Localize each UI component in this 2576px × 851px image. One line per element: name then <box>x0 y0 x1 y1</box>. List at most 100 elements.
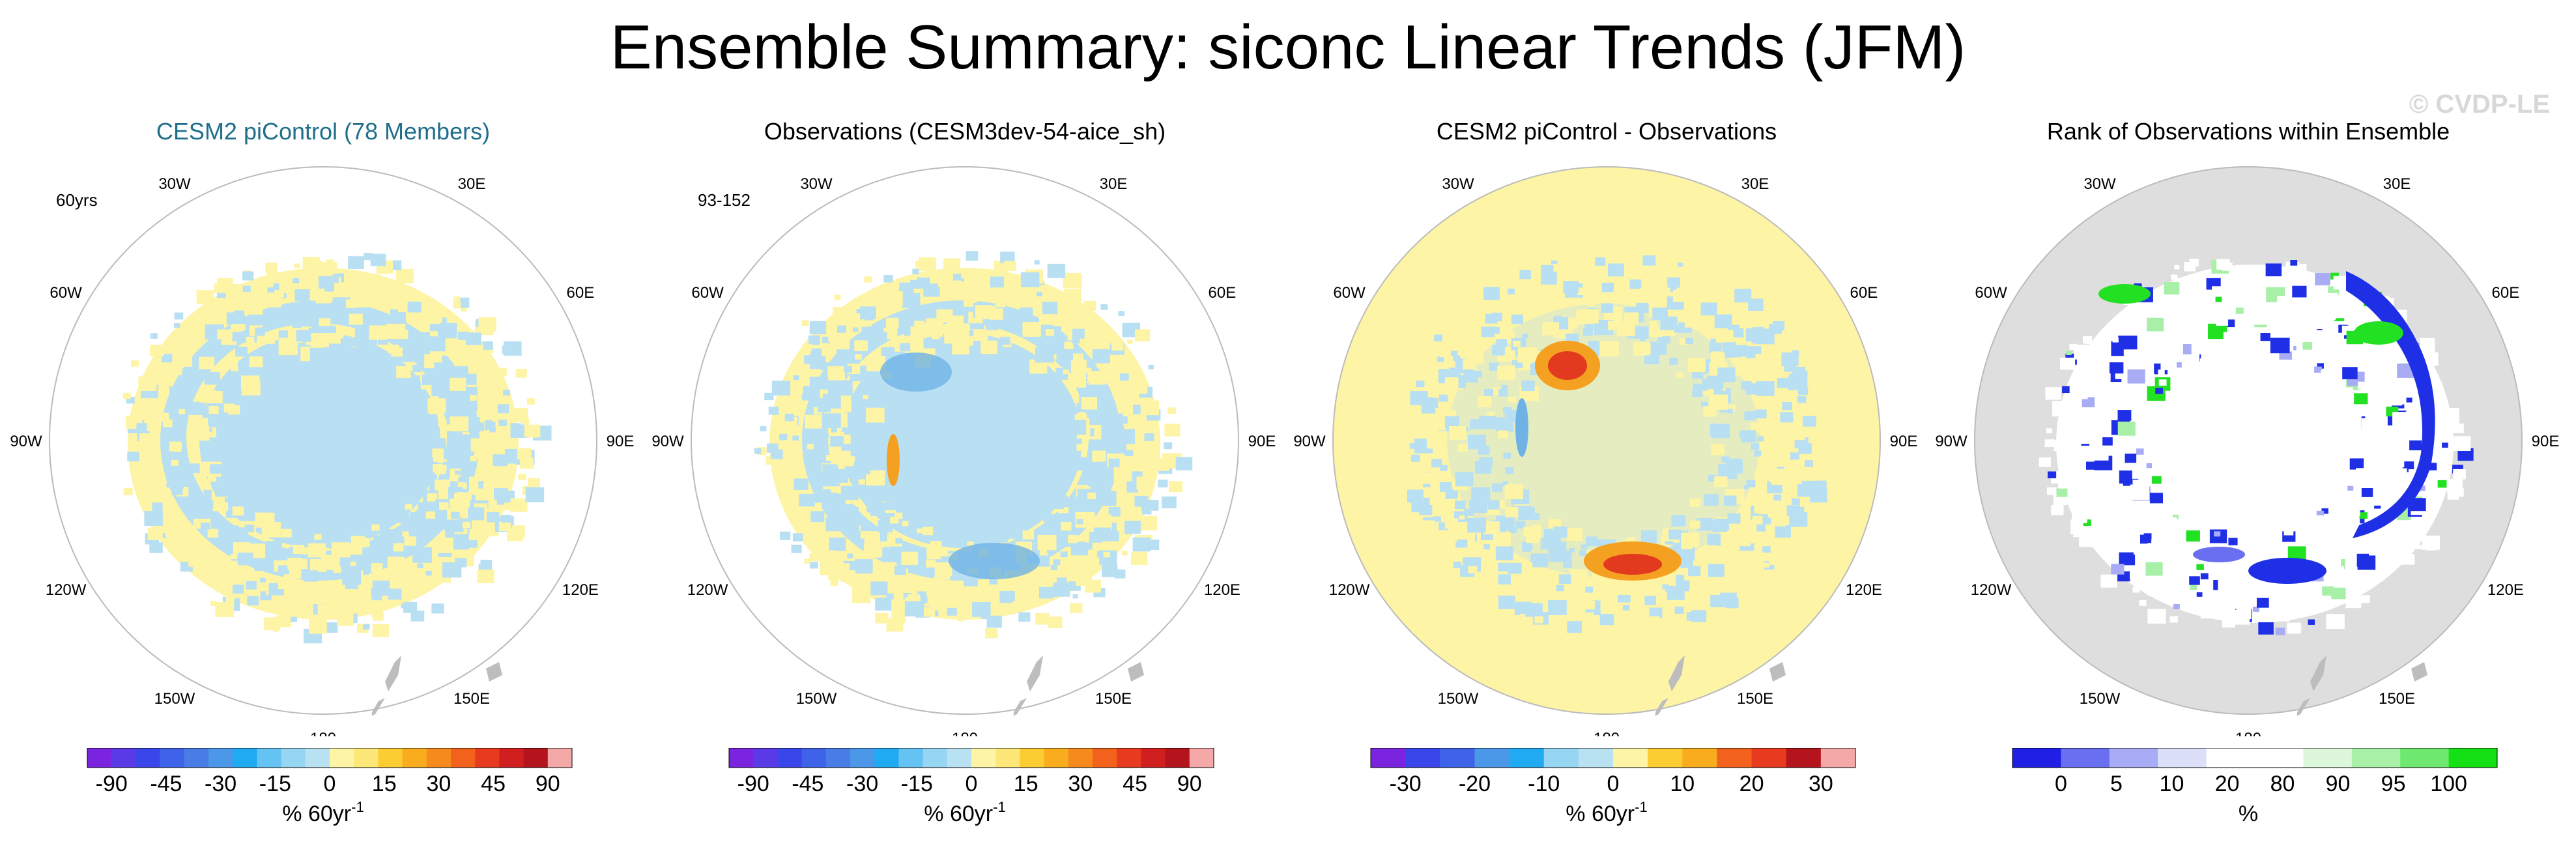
lon-label: 30W <box>158 175 191 193</box>
colorbar-units: % <box>2239 801 2258 826</box>
lon-label: 90E <box>1248 433 1276 450</box>
colorbar-swatch <box>257 748 282 768</box>
colorbar-swatch <box>281 748 306 768</box>
colorbar-tick: 20 <box>2215 772 2240 796</box>
colorbar-swatch <box>995 748 1020 768</box>
colorbar-swatch <box>330 748 354 768</box>
lon-label: 90W <box>1293 433 1326 450</box>
colorbar-swatch <box>87 748 112 768</box>
colorbar-swatch <box>850 748 875 768</box>
colorbar-swatch <box>1682 748 1717 768</box>
colorbar-tick: 0 <box>324 772 336 796</box>
colorbar-swatch <box>1474 748 1510 768</box>
colorbar-swatch <box>1578 748 1614 768</box>
lon-label: 0 <box>2244 150 2252 153</box>
colorbar-swatch <box>499 748 524 768</box>
colorbar-swatch <box>1440 748 1475 768</box>
colorbar-swatch <box>1543 748 1579 768</box>
colorbar-swatch <box>305 748 330 768</box>
colorbar: -30 -20 -10 0 10 20 30 % 60yr-1 <box>1285 747 1928 833</box>
lon-label: 60E <box>1209 284 1237 302</box>
colorbar-swatch <box>378 748 403 768</box>
colorbar-units: % 60yr-1 <box>924 799 1005 826</box>
lon-label: 120E <box>562 581 599 599</box>
lon-label: 120E <box>1204 581 1240 599</box>
lon-label: 120W <box>1971 581 2012 599</box>
panel-title: Rank of Observations within Ensemble <box>2046 118 2450 145</box>
panel-title: CESM2 piControl - Observations <box>1436 118 1777 145</box>
colorbar-tick: 30 <box>1068 772 1093 796</box>
watermark: © CVDP-LE <box>2409 90 2550 119</box>
colorbar-tick: 90 <box>1177 772 1202 796</box>
lon-label: 150W <box>1438 690 1479 708</box>
colorbar-tick: 90 <box>2326 772 2351 796</box>
colorbar-swatch <box>2351 748 2401 768</box>
colorbar-tick: 100 <box>2430 772 2467 796</box>
colorbar-swatch <box>426 748 451 768</box>
colorbar-swatch <box>753 748 778 768</box>
colorbar-tick: -15 <box>259 772 291 796</box>
lon-label: 90E <box>607 433 635 450</box>
colorbar-swatch <box>1751 748 1787 768</box>
colorbar-swatch <box>547 748 573 768</box>
colorbar-swatch <box>2206 748 2255 768</box>
colorbar-swatch <box>160 748 185 768</box>
colorbar-swatch <box>2255 748 2304 768</box>
colorbar-border <box>87 747 573 768</box>
colorbar-swatch <box>1141 748 1166 768</box>
lon-label: 60W <box>50 284 82 302</box>
colorbar-tick: -10 <box>1528 772 1560 796</box>
polar-map: 0 30E 60E 90E 120E 150E 180 150W 120W 90W 60W 30W <box>1935 150 2559 736</box>
lon-label: 180 <box>2235 730 2261 736</box>
colorbar-tick: 30 <box>426 772 451 796</box>
colorbar-tick: 15 <box>1014 772 1038 796</box>
colorbar-swatch <box>729 748 754 768</box>
colorbar-tick: -90 <box>96 772 128 796</box>
lon-label: 150E <box>1737 690 1773 708</box>
colorbar: -90 -45 -30 -15 0 15 30 45 90 % 60yr-1 <box>1 747 645 833</box>
colorbar-tick: 0 <box>2055 772 2067 796</box>
colorbar-swatch <box>402 748 427 768</box>
lon-label: 60E <box>2492 284 2520 302</box>
map-panel-4: Rank of Observations within Ensemble 0 30E… <box>1926 117 2570 847</box>
colorbar-swatch <box>2158 748 2207 768</box>
polar-map: 0 30E 60E 90E 120E 150E 180 150W 120W 90W 60W 30W <box>1293 150 1917 736</box>
colorbar-swatch <box>208 748 233 768</box>
colorbar-tick: 10 <box>2160 772 2184 796</box>
colorbar-tick: 45 <box>481 772 506 796</box>
map-outline <box>1332 166 1881 715</box>
sea-ice-field <box>122 253 552 644</box>
colorbar-tick: 80 <box>2270 772 2295 796</box>
colorbar-swatch <box>2012 748 2061 768</box>
lon-label: 90W <box>651 433 684 450</box>
colorbar-swatch <box>1717 748 1753 768</box>
lon-label: 150E <box>1095 690 1132 708</box>
colorbar-swatch <box>971 748 996 768</box>
colorbar-swatch <box>2400 748 2450 768</box>
lon-label: 0 <box>960 150 969 153</box>
lon-label: 120W <box>1329 581 1370 599</box>
lon-label: 150W <box>2080 690 2121 708</box>
map-panel-1: CESM2 piControl (78 Members) 60yrs 0 30E 60E… <box>1 117 645 847</box>
lon-label: 90W <box>10 433 42 450</box>
colorbar-swatch <box>475 748 500 768</box>
lon-label: 60W <box>1333 284 1366 302</box>
colorbar-tick: -90 <box>737 772 769 796</box>
colorbar-swatch <box>825 748 851 768</box>
lon-label: 120E <box>2487 581 2524 599</box>
colorbar-swatch <box>1117 748 1141 768</box>
period-label: 93-152 <box>698 190 751 210</box>
colorbar-swatch <box>801 748 827 768</box>
colorbar-swatch <box>2061 748 2110 768</box>
colorbar-tick: 10 <box>1670 772 1695 796</box>
colorbar-swatch <box>1165 748 1190 768</box>
colorbar-border <box>2012 747 2498 768</box>
colorbar-swatch <box>777 748 803 768</box>
colorbar-tick: 15 <box>372 772 397 796</box>
sea-ice-field <box>754 251 1193 639</box>
lon-label: 120W <box>46 581 87 599</box>
colorbar-tick: -45 <box>792 772 823 796</box>
colorbar-tick: -30 <box>846 772 878 796</box>
colorbar-swatch <box>1093 748 1117 768</box>
colorbar-swatch <box>1189 748 1214 768</box>
